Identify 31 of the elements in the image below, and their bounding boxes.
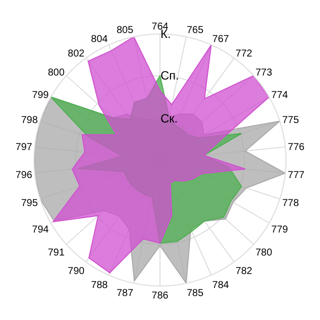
spoke-label: 787 [116, 288, 134, 300]
spoke-label: 788 [91, 280, 108, 291]
spoke-label: 796 [16, 170, 33, 181]
spoke-label: 805 [116, 25, 134, 36]
spoke-label: 780 [255, 247, 273, 258]
spoke-label: 772 [236, 48, 253, 60]
spoke-label: 798 [21, 115, 38, 126]
spoke-label: 791 [48, 247, 65, 258]
spoke-label: 800 [48, 67, 65, 78]
spoke-label: 773 [255, 67, 273, 78]
spoke-label: 797 [16, 142, 33, 153]
spoke-label: 799 [32, 90, 50, 101]
spoke-label: 782 [236, 266, 253, 278]
spoke-label: 802 [68, 48, 85, 60]
spoke-label: 790 [68, 266, 85, 278]
spoke-label: 779 [271, 224, 288, 236]
spoke-label: 804 [91, 34, 108, 46]
spoke-label: 785 [186, 288, 204, 300]
spoke-label: 767 [212, 34, 230, 46]
spoke-label: 778 [282, 198, 300, 210]
spoke-label: 777 [288, 170, 305, 181]
spoke-label: 795 [21, 198, 38, 210]
spoke-label: 784 [212, 280, 230, 291]
y-tick-label: Сп. [160, 68, 179, 82]
spoke-label: 774 [271, 90, 288, 101]
spoke-label: 786 [152, 290, 169, 302]
spoke-label: 775 [282, 115, 300, 126]
y-tick-label: Ск. [160, 111, 178, 126]
spoke-label: 776 [288, 142, 305, 153]
spoke-label: 794 [32, 224, 50, 236]
spoke-label: 765 [186, 25, 204, 36]
